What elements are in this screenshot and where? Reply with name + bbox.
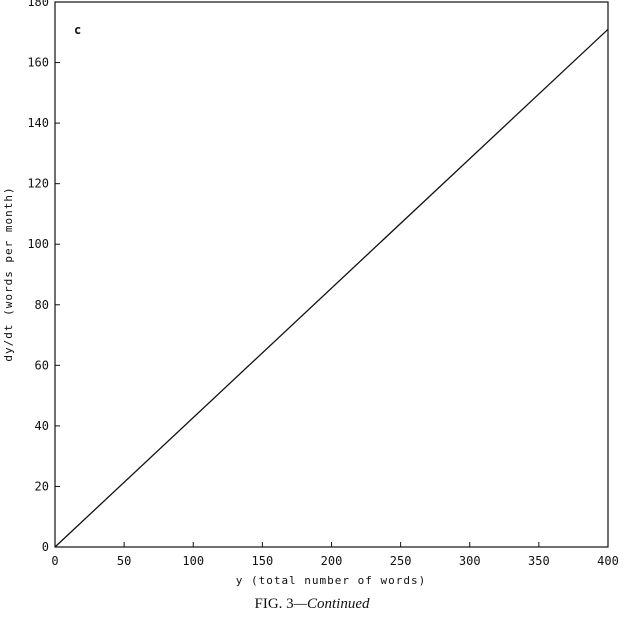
x-axis-ticks: 0 50 100 150 200 250 300 350 400 xyxy=(51,542,619,568)
x-tick-label: 150 xyxy=(252,554,274,568)
y-tick-label: 180 xyxy=(27,0,49,9)
x-axis-label: y (total number of words) xyxy=(236,574,427,587)
y-tick-label: 160 xyxy=(27,56,49,70)
x-tick-label: 200 xyxy=(321,554,343,568)
x-tick-label: 250 xyxy=(390,554,412,568)
series-group xyxy=(54,28,609,548)
y-tick-label: 120 xyxy=(27,177,49,191)
figure-caption-continued: —Continued xyxy=(293,596,370,612)
figure-caption: FIG. 3—Continued xyxy=(0,596,624,613)
x-tick-label: 0 xyxy=(51,554,58,568)
plot-frame xyxy=(54,1,609,548)
y-axis-ticks: 0 20 40 60 80 100 120 140 160 180 xyxy=(27,0,60,554)
series-line xyxy=(54,28,609,548)
y-axis-label: dy/dt (words per month) xyxy=(2,186,15,361)
x-tick-label: 100 xyxy=(182,554,204,568)
y-tick-label: 40 xyxy=(35,419,49,433)
y-tick-label: 0 xyxy=(42,540,49,554)
y-tick-label: 140 xyxy=(27,116,49,130)
chart: 0 20 40 60 80 100 120 140 160 180 0 50 100 150 200 250… xyxy=(2,0,619,587)
x-tick-label: 50 xyxy=(117,554,131,568)
y-tick-label: 20 xyxy=(35,479,49,493)
x-tick-label: 400 xyxy=(597,554,619,568)
x-tick-label: 300 xyxy=(459,554,481,568)
y-tick-label: 100 xyxy=(27,237,49,251)
x-tick-label: 350 xyxy=(528,554,550,568)
y-tick-label: 60 xyxy=(35,358,49,372)
panel-label: c xyxy=(74,23,81,37)
y-tick-label: 80 xyxy=(35,298,49,312)
figure-caption-number: FIG. 3 xyxy=(254,596,294,612)
